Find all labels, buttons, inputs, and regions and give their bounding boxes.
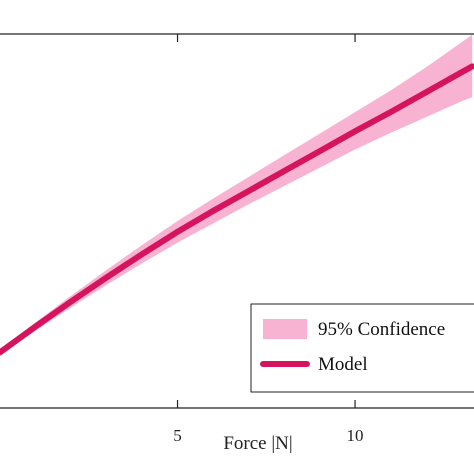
legend: 95% Confidence Model: [250, 303, 474, 393]
legend-entry-confidence: 95% Confidence: [318, 319, 445, 340]
x-tick-label-5: 5: [173, 426, 182, 445]
x-tick-label-10: 10: [347, 426, 364, 445]
model-line: [0, 63, 474, 356]
legend-band-swatch: [263, 319, 307, 339]
legend-entry-model: Model: [318, 354, 368, 375]
x-axis-label: Force |N|: [223, 433, 292, 454]
legend-box: [250, 303, 474, 393]
